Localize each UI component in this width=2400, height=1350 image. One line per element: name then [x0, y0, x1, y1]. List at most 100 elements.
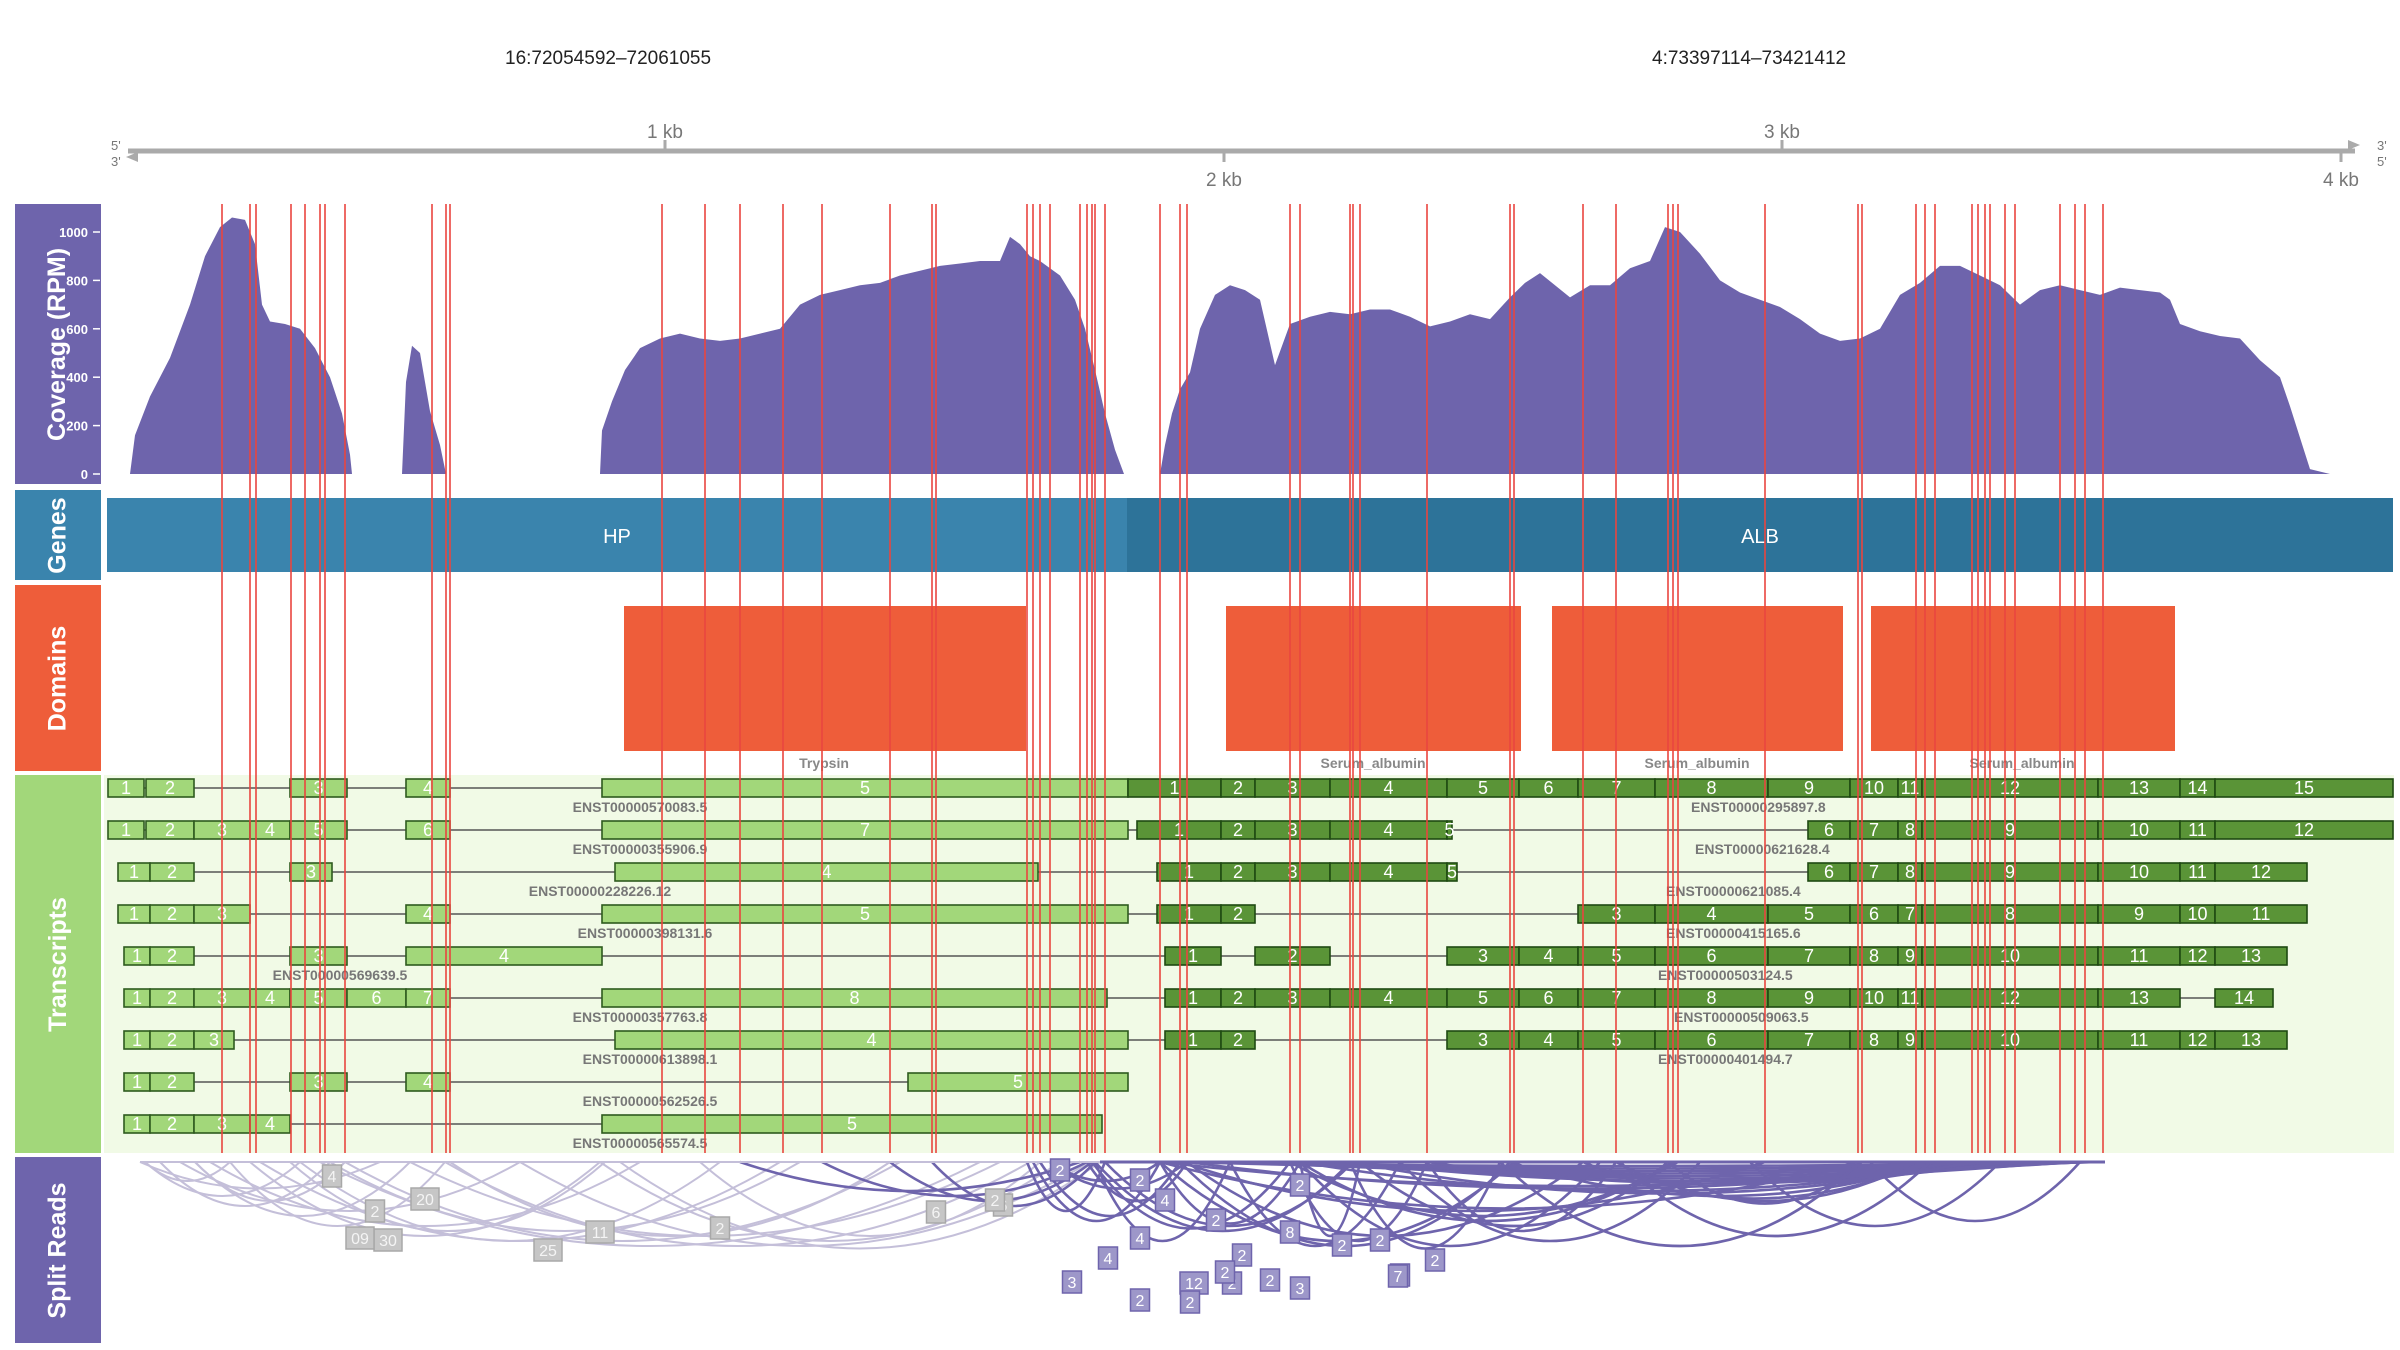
read-count-label: 2	[991, 1193, 1000, 1210]
transcript-id-label: ENST00000565574.5	[573, 1135, 708, 1151]
exon-number: 2	[167, 988, 177, 1008]
read-count-badge	[1097, 1246, 1119, 1270]
exon-number: 1	[132, 1114, 142, 1134]
transcript-row: 12345ENST00000565574.5	[123, 1114, 1103, 1151]
read-count-badge	[1129, 1226, 1151, 1250]
exon-block	[2214, 904, 2308, 924]
exon-block	[1220, 1030, 1256, 1050]
ruler-left-5prime: 5'	[111, 138, 121, 153]
read-count-badge	[984, 1188, 1006, 1212]
read-count-badge	[364, 1199, 386, 1223]
exon-number: 5	[313, 988, 323, 1008]
coverage-area	[104, 217, 2393, 475]
exon-block	[1446, 820, 1453, 840]
exon-block	[2214, 1030, 2288, 1050]
exon-block	[405, 946, 603, 966]
read-count-label: 30	[379, 1233, 397, 1250]
exon-number: 2	[165, 778, 175, 798]
domain-label-serum-albumin-2: Serum_albumin	[1644, 755, 1749, 771]
split-read-arc	[144, 1161, 301, 1197]
read-count-badge	[1205, 1208, 1227, 1232]
exon-number: 7	[1905, 904, 1915, 924]
exon-number: 4	[1383, 862, 1393, 882]
exon-block	[1254, 946, 1331, 966]
exon-block	[601, 988, 1108, 1008]
exon-number: 6	[1869, 904, 1879, 924]
exon-number: 9	[2134, 904, 2144, 924]
split-read-arc	[1425, 1161, 1618, 1233]
exon-number: 2	[1233, 904, 1243, 924]
split-read-arcs: 420222622242328247212223222426211253009	[139, 1158, 2105, 1314]
read-count-label: 12	[1185, 1276, 1203, 1293]
exon-block	[2097, 988, 2181, 1008]
read-count-badge	[1331, 1233, 1353, 1257]
exon-number: 8	[2005, 904, 2015, 924]
exon-number: 6	[1824, 820, 1834, 840]
read-count-label: 11	[592, 1225, 609, 1242]
gene-label-alb: ALB	[1741, 526, 1779, 548]
exon-number: 11	[1901, 988, 1920, 1008]
split-read-arc	[1158, 1161, 1302, 1225]
exon-block	[149, 1072, 195, 1092]
exon-number: 8	[1869, 946, 1879, 966]
read-count-label: 2	[1296, 1178, 1305, 1195]
transcript-id-label: ENST00000401494.7	[1658, 1051, 1793, 1067]
exon-number: 1	[1184, 904, 1194, 924]
read-count-label: 2	[1431, 1253, 1440, 1270]
exon-number: 1	[132, 1030, 142, 1050]
read-count-badge	[1129, 1168, 1151, 1192]
exon-number: 4	[1383, 820, 1393, 840]
exon-number: 1	[129, 904, 139, 924]
exon-number: 5	[313, 820, 323, 840]
exon-number: 2	[167, 946, 177, 966]
exon-number: 5	[1478, 988, 1488, 1008]
exon-number: 1	[1188, 988, 1198, 1008]
exon-block	[601, 1114, 1103, 1134]
exon-number: 3	[1478, 946, 1488, 966]
read-count-label: 2	[1221, 1265, 1230, 1282]
transcript-id-label: ENST00000355906.9	[573, 841, 708, 857]
exon-number: 3	[313, 1072, 323, 1092]
exon-number: 4	[866, 1030, 876, 1050]
exon-block	[107, 778, 145, 798]
exon-block	[1220, 904, 1256, 924]
split-read-arc	[1299, 1161, 1601, 1248]
exon-number: 10	[2187, 904, 2207, 924]
split-read-arc	[259, 1161, 781, 1242]
domains-track-label: Domains	[15, 585, 101, 771]
exon-number: 3	[1287, 862, 1297, 882]
read-count-badge	[1387, 1264, 1409, 1288]
exon-number: 9	[1905, 1030, 1915, 1050]
transcript-id-label: ENST00000570083.5	[573, 799, 708, 815]
exon-number: 1	[121, 778, 131, 798]
genes-track-label: Genes	[15, 490, 101, 580]
exon-number: 7	[1804, 946, 1814, 966]
transcript-id-label: ENST00000562526.5	[583, 1093, 718, 1109]
read-count-label: 2	[716, 1221, 725, 1238]
exon-block	[193, 1030, 235, 1050]
read-count-badge	[1259, 1268, 1281, 1292]
read-count-badge	[321, 1164, 343, 1188]
exon-number: 6	[1543, 988, 1553, 1008]
ruler-right-3prime: 3'	[2377, 138, 2387, 153]
exon-number: 1	[1188, 1030, 1198, 1050]
exon-number: 5	[1444, 820, 1454, 840]
read-count-badge	[1289, 1276, 1311, 1300]
exon-number: 3	[1287, 820, 1297, 840]
exon-number: 10	[1864, 988, 1884, 1008]
split-read-arc	[821, 1160, 1088, 1198]
split-read-arc	[289, 1161, 606, 1232]
exon-number: 12	[2000, 778, 2020, 798]
exon-number: 8	[1905, 820, 1915, 840]
exon-number: 2	[1233, 820, 1243, 840]
exon-number: 13	[2129, 988, 2149, 1008]
exon-number: 7	[1869, 820, 1879, 840]
exon-number: 13	[2241, 1030, 2261, 1050]
exon-number: 1	[132, 946, 142, 966]
coverage-tick-label: 800	[66, 273, 88, 288]
exon-number: 13	[2241, 946, 2261, 966]
domain-trypsin	[624, 606, 1026, 751]
exon-number: 10	[2000, 946, 2020, 966]
transcript-row: 1 2 3 4 5 ENST00000562526.5	[123, 1072, 1129, 1109]
split-read-arc	[159, 1161, 331, 1207]
